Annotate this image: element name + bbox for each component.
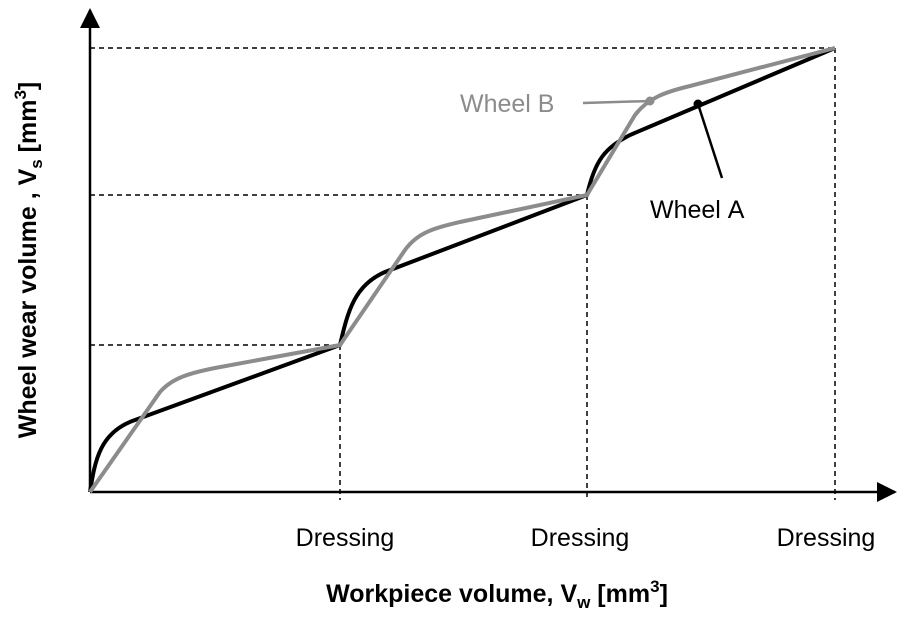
y-title-sup: 3 <box>11 90 30 99</box>
x-title-unit: [mm <box>590 580 650 608</box>
x-title-close: ] <box>660 580 668 608</box>
x-title-sub: w <box>576 593 591 612</box>
x-tick-label: Dressing <box>777 524 876 552</box>
y-title-text: Wheel wear volume , V <box>14 168 42 438</box>
y-title-close: ] <box>14 82 42 90</box>
wheel-b-dot <box>645 96 655 106</box>
y-title-unit: [mm <box>14 100 42 160</box>
y-axis-title: Wheel wear volume , Vs [mm3] <box>11 82 46 439</box>
x-title-sup: 3 <box>650 577 659 596</box>
wheel-a-leader <box>696 103 724 179</box>
x-title-text: Workpiece volume, V <box>326 580 577 608</box>
wheel-b-leader <box>582 99 651 105</box>
x-tick-label: Dressing <box>531 524 630 552</box>
wheel-a-label: Wheel A <box>650 196 745 224</box>
guides <box>90 47 836 500</box>
wheel-b-label: Wheel B <box>460 90 554 118</box>
wheel-a-curve <box>88 46 836 493</box>
x-axis-title: Workpiece volume, Vw [mm3] <box>326 577 668 612</box>
y-title-sub: s <box>27 159 46 168</box>
wheel-a-dot <box>693 99 703 109</box>
x-tick-label: Dressing <box>296 524 395 552</box>
guide-lines <box>90 47 836 500</box>
wheel-b-curve <box>88 46 836 494</box>
